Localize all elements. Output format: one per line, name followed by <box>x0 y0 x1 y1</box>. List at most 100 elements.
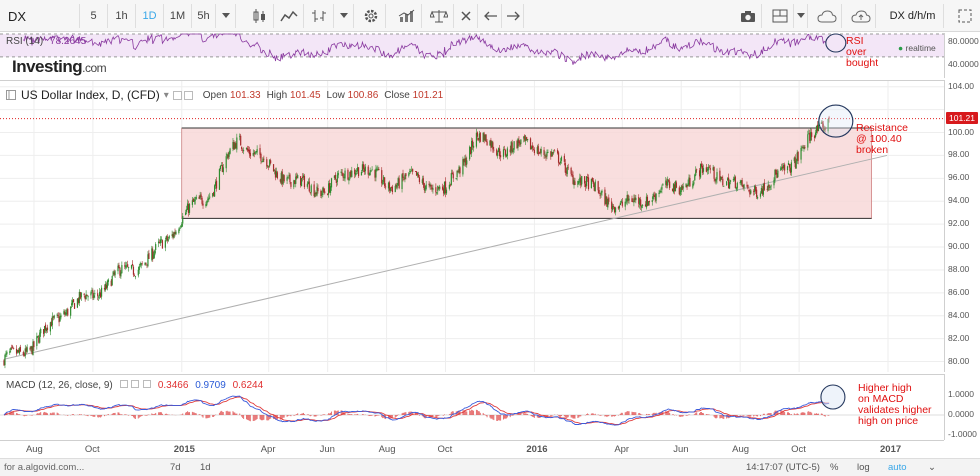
candle-body <box>320 190 322 196</box>
candle-body <box>212 193 214 197</box>
candle-body <box>72 299 75 303</box>
candle-body <box>821 121 823 124</box>
candle-body <box>654 195 656 200</box>
candle-body <box>666 181 668 186</box>
camera-icon[interactable] <box>734 4 762 28</box>
chevron-down-icon[interactable]: ⌄ <box>928 462 936 473</box>
bars-icon[interactable] <box>304 4 334 28</box>
redo-icon[interactable] <box>502 4 524 28</box>
candle-body <box>17 349 20 353</box>
log-toggle[interactable]: log <box>857 462 870 473</box>
interval-5h[interactable]: 5h <box>192 4 216 28</box>
close-icon[interactable] <box>454 4 478 28</box>
candle-body <box>171 234 173 236</box>
title-dropdown-icon[interactable]: ▾ <box>163 89 169 101</box>
macd-label: MACD (12, 26, close, 9) <box>6 380 113 391</box>
candle-body <box>334 174 336 180</box>
price-axis-label: 104.00 <box>948 80 974 91</box>
candle-body <box>276 172 279 179</box>
interval-1h[interactable]: 1h <box>108 4 136 28</box>
candle-body <box>817 124 820 132</box>
candle-body <box>390 186 393 188</box>
investing-logo: Investing.com <box>12 57 107 76</box>
candle-body <box>242 150 245 152</box>
candle-body <box>281 171 283 185</box>
symbol-resolution-label[interactable]: DX d/h/m <box>882 4 944 28</box>
macd-axis[interactable]: 1.0000 0.0000 -1.0000 <box>944 374 980 440</box>
interval-1m[interactable]: 1M <box>164 4 192 28</box>
interval-dropdown-icon[interactable] <box>216 4 236 28</box>
rsi-axis[interactable]: 80.0000 40.0000 <box>944 33 980 78</box>
candle-body <box>524 135 526 141</box>
symbol-input[interactable]: DX <box>0 4 80 28</box>
candle-body <box>658 192 660 195</box>
candle-body <box>565 171 567 174</box>
layout-dropdown-icon[interactable] <box>794 4 808 28</box>
fullscreen-icon[interactable] <box>952 4 978 28</box>
candle-body <box>321 193 323 195</box>
collapse-icon[interactable] <box>6 90 16 100</box>
price-pane[interactable]: US Dollar Index, D, (CFD) ▾ Open 101.33 … <box>0 80 944 372</box>
settings-icon[interactable] <box>356 4 386 28</box>
candle-body <box>36 336 38 347</box>
candle-body <box>220 165 222 167</box>
candle-body <box>415 171 418 176</box>
candles-icon[interactable] <box>244 4 274 28</box>
candle-body <box>687 183 689 187</box>
candle-body <box>106 280 108 288</box>
candle-body <box>132 266 135 275</box>
interval-1d[interactable]: 1D <box>136 4 164 28</box>
candle-body <box>814 132 817 138</box>
candle-body <box>502 149 505 157</box>
candle-body <box>620 200 622 202</box>
auto-toggle[interactable]: auto <box>888 462 907 473</box>
candle-body <box>504 150 507 156</box>
area-chart-icon[interactable] <box>274 4 304 28</box>
candle-body <box>476 132 478 137</box>
candle-body <box>308 181 310 192</box>
range-1d[interactable]: 1d <box>200 462 211 473</box>
candle-body <box>705 167 707 172</box>
cloud-icon[interactable] <box>812 4 842 28</box>
candle-body <box>293 180 295 188</box>
compare-scale-icon[interactable] <box>424 4 454 28</box>
eye-icon[interactable] <box>119 380 128 388</box>
candle-body <box>6 351 8 355</box>
candle-body <box>699 170 701 177</box>
candle-body <box>804 146 806 148</box>
cloud-upload-icon[interactable] <box>846 4 876 28</box>
candle-body <box>694 174 696 181</box>
candle-body <box>527 138 529 141</box>
candle-body <box>330 178 333 188</box>
percent-toggle[interactable]: % <box>830 462 839 473</box>
candle-body <box>767 184 769 191</box>
candle-body <box>648 201 650 203</box>
candle-body <box>209 196 211 198</box>
candle-body <box>739 182 741 184</box>
range-7d[interactable]: 7d <box>170 462 181 473</box>
settings-icon[interactable] <box>131 380 140 388</box>
candle-body <box>741 180 743 185</box>
candle-body <box>207 198 209 201</box>
layout-icon[interactable] <box>766 4 794 28</box>
rsi-pane[interactable]: RSI (14) 78.2645 Investing.com ● realtim… <box>0 33 944 78</box>
interval-5[interactable]: 5 <box>80 4 108 28</box>
indicators-icon[interactable] <box>392 4 422 28</box>
macd-pane[interactable]: MACD (12, 26, close, 9) 0.3466 0.9709 0.… <box>0 374 944 440</box>
undo-icon[interactable] <box>480 4 502 28</box>
settings-icon[interactable] <box>183 90 193 100</box>
candle-body <box>498 147 500 153</box>
candle-body <box>78 291 80 304</box>
candle-body <box>252 152 254 156</box>
candle-body <box>416 172 419 176</box>
close-icon[interactable] <box>143 380 152 388</box>
price-axis[interactable]: 104.00 100.00 98.00 96.00 94.00 92.00 90.00 88.… <box>944 80 980 372</box>
time-axis[interactable]: Aug Oct 2015 Apr Jun Aug Oct 2016 Apr Jun Aug Oct 20… <box>0 440 944 458</box>
eye-icon[interactable] <box>172 90 182 100</box>
chart-type-dropdown-icon[interactable] <box>334 4 354 28</box>
candle-body <box>370 170 372 172</box>
candle-body <box>823 128 825 132</box>
candle-body <box>289 174 291 183</box>
candle-body <box>537 146 539 155</box>
candle-body <box>740 180 742 183</box>
